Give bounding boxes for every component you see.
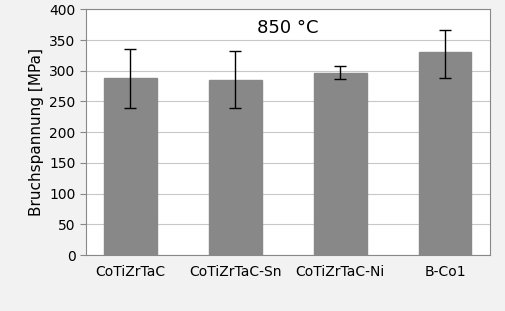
Bar bbox=[314, 73, 367, 255]
Text: 850 °C: 850 °C bbox=[257, 19, 319, 37]
Y-axis label: Bruchspannung [MPa]: Bruchspannung [MPa] bbox=[28, 48, 43, 216]
Bar bbox=[419, 52, 472, 255]
Bar bbox=[104, 78, 157, 255]
Bar bbox=[209, 80, 262, 255]
